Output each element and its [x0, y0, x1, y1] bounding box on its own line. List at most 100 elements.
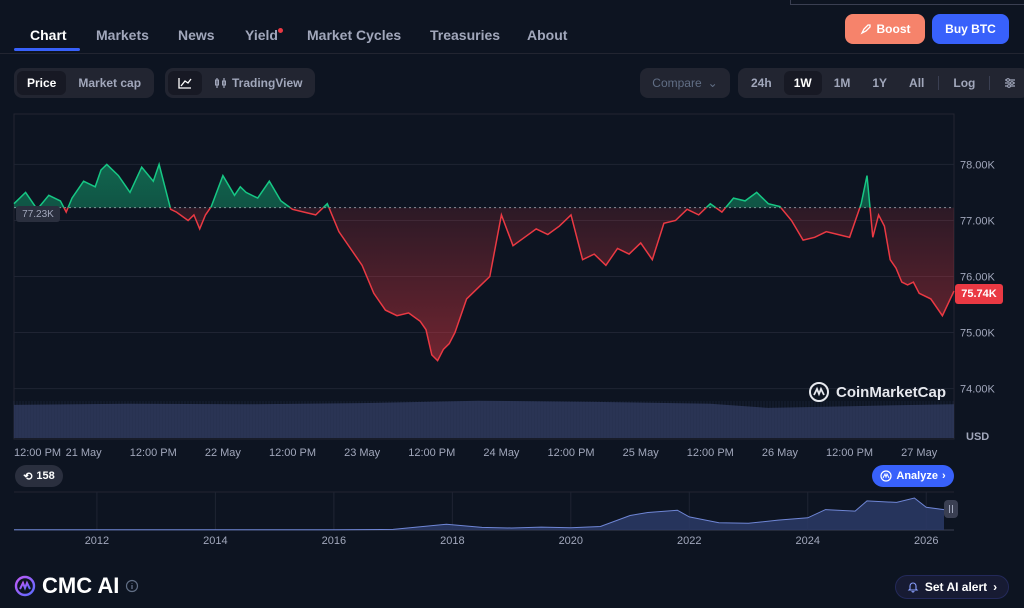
range-24h[interactable]: 24h	[751, 76, 772, 90]
y-tick-label: 76.00K	[960, 272, 996, 284]
active-tab-indicator	[14, 48, 80, 51]
tradingview-option[interactable]: TradingView	[204, 71, 312, 95]
alert-label: Set AI alert	[924, 580, 988, 594]
overview-year-label: 2018	[440, 535, 464, 547]
current-price-badge: 75.74K	[955, 284, 1003, 304]
cmc-ai-heading: CMC AI	[14, 573, 139, 599]
separator	[989, 76, 991, 90]
tab-chart[interactable]: Chart	[30, 27, 67, 43]
range-1y[interactable]: 1Y	[872, 76, 888, 90]
y-tick-label: 78.00K	[960, 159, 996, 171]
history-pill[interactable]: ⟲ 158	[15, 465, 63, 487]
buy-label: Buy BTC	[945, 22, 996, 36]
x-tick-label: 23 May	[344, 447, 381, 459]
x-axis: 12:00 PM 21 May 12:00 PM 22 May 12:00 PM 23 M…	[14, 447, 938, 459]
boost-label: Boost	[876, 22, 911, 36]
tab-about[interactable]: About	[527, 27, 568, 43]
area-above	[14, 164, 871, 208]
y-unit-label: USD	[966, 431, 989, 443]
tab-treasuries[interactable]: Treasuries	[430, 27, 501, 43]
overview-line	[14, 497, 945, 531]
rocket-icon	[860, 24, 871, 35]
watermark-text: CoinMarketCap	[836, 383, 947, 401]
chevron-right-icon: ›	[941, 470, 946, 482]
divider	[790, 0, 1024, 5]
tradingview-label: TradingView	[232, 76, 303, 90]
x-tick-label: 27 May	[901, 447, 938, 459]
overview-area	[14, 498, 944, 530]
tab-news[interactable]: News	[178, 27, 215, 43]
tab-markets[interactable]: Markets	[96, 27, 149, 43]
overview-year-label: 2024	[796, 535, 820, 547]
x-tick-label: 22 May	[205, 447, 242, 459]
history-count: 158	[36, 470, 55, 482]
tab-yield[interactable]: Yield	[245, 27, 278, 43]
analyze-label: Analyze	[896, 470, 938, 482]
overview-year-label: 2014	[203, 535, 227, 547]
overview-year-label: 2012	[85, 535, 109, 547]
overview-year-label: 2022	[677, 535, 701, 547]
line-below	[35, 207, 955, 362]
overview-year-label: 2026	[914, 535, 938, 547]
x-tick-label: 24 May	[483, 447, 520, 459]
x-tick-label: 12:00 PM	[14, 447, 61, 459]
price-marketcap-toggle: Price Market cap	[14, 68, 155, 98]
reference-price-badge: 77.23K	[16, 206, 60, 222]
range-1w[interactable]: 1W	[783, 71, 822, 95]
bell-icon	[907, 582, 919, 593]
chevron-right-icon: ›	[993, 580, 998, 594]
notification-dot	[278, 28, 283, 33]
x-tick-label: 25 May	[623, 447, 660, 459]
tab-market-cycles[interactable]: Market Cycles	[307, 27, 402, 43]
cmc-logo-icon	[880, 470, 892, 482]
overview-handle	[944, 500, 958, 518]
line-chart-option[interactable]	[168, 71, 202, 95]
x-tick-label: 12:00 PM	[687, 447, 734, 459]
x-tick-label: 12:00 PM	[130, 447, 177, 459]
overview-year-label: 2020	[559, 535, 583, 547]
x-tick-label: 12:00 PM	[408, 447, 455, 459]
marketcap-option[interactable]: Market cap	[78, 76, 142, 90]
y-tick-label: 75.00K	[960, 328, 996, 340]
log-toggle[interactable]: Log	[953, 76, 976, 90]
area-below	[14, 207, 954, 361]
x-tick-label: 12:00 PM	[826, 447, 873, 459]
compare-label: Compare	[652, 76, 702, 90]
line-above	[13, 161, 871, 208]
price-chart[interactable]: 78.00K 77.00K 76.00K 75.00K 74.00K USD 12:00 …	[0, 0, 1024, 560]
analyze-button[interactable]: Analyze ›	[872, 465, 954, 487]
range-all[interactable]: All	[909, 76, 925, 90]
candlestick-icon	[215, 78, 226, 88]
set-ai-alert-button[interactable]: Set AI alert ›	[895, 575, 1009, 599]
top-nav: Chart Markets News Yield Market Cycles T…	[0, 0, 1024, 54]
settings-button[interactable]	[994, 71, 1024, 95]
y-tick-label: 77.00K	[960, 215, 996, 227]
x-tick-label: 12:00 PM	[547, 447, 594, 459]
overview-year-label: 2016	[322, 535, 346, 547]
y-tick-label: 74.00K	[960, 384, 996, 396]
x-tick-label: 21 May	[66, 447, 103, 459]
chart-type-toggle: TradingView	[165, 68, 316, 98]
price-option[interactable]: Price	[17, 71, 67, 95]
cmc-logo-icon	[809, 382, 829, 402]
line-chart-icon	[178, 78, 192, 89]
boost-button[interactable]: Boost	[845, 14, 925, 44]
history-icon: ⟲	[23, 470, 33, 483]
separator	[938, 76, 940, 90]
info-icon[interactable]	[125, 579, 139, 593]
chevron-down-icon: ⌄	[707, 76, 718, 90]
price-series	[13, 161, 955, 362]
x-tick-label: 26 May	[762, 447, 799, 459]
x-tick-label: 12:00 PM	[269, 447, 316, 459]
cmc-ai-logo-icon	[14, 575, 36, 597]
range-1m[interactable]: 1M	[833, 76, 851, 90]
cmc-watermark: CoinMarketCap	[808, 381, 946, 403]
y-axis: 78.00K 77.00K 76.00K 75.00K 74.00K USD	[960, 159, 996, 443]
volume-bars	[13, 400, 954, 438]
range-selector: 24h 1W 1M 1Y All Log	[738, 68, 1024, 98]
sliders-icon	[1005, 78, 1016, 88]
compare-dropdown[interactable]: Compare ⌄	[640, 68, 730, 98]
buy-btc-button[interactable]: Buy BTC	[932, 14, 1009, 44]
overview-navigator[interactable]: 2012 2014 2016 2018 2020 2022 2024 2026	[14, 491, 958, 547]
cmc-ai-title: CMC AI	[42, 573, 120, 598]
